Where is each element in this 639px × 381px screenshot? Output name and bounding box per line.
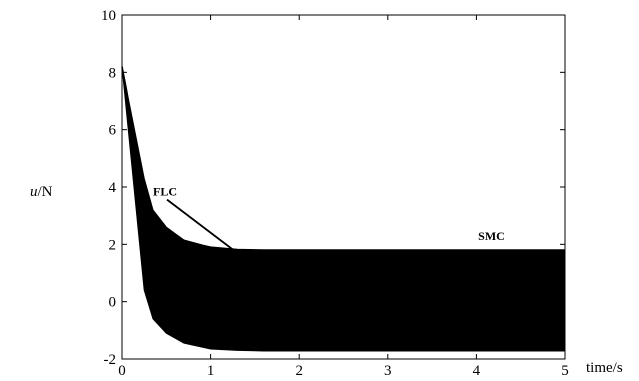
- annotation-flc-pointer: [166, 198, 234, 251]
- x-tick-label: 5: [561, 363, 569, 379]
- y-axis-label-variable: u: [30, 184, 38, 200]
- y-axis-label-unit: /N: [38, 184, 53, 200]
- series-flc-line: [121, 66, 565, 251]
- x-axis-label: time/s: [586, 360, 623, 376]
- annotations: FLC SMC: [153, 185, 505, 251]
- annotation-smc-label: SMC: [478, 229, 505, 243]
- y-tick-label: -2: [104, 352, 117, 368]
- y-tick-label: 0: [109, 295, 117, 311]
- x-tick-label: 4: [473, 363, 481, 379]
- x-tick-label: 2: [295, 363, 303, 379]
- plot-data: [121, 66, 566, 352]
- x-tick-label: 0: [118, 363, 126, 379]
- y-tick-label: 2: [109, 237, 117, 253]
- tick-marks: [121, 14, 566, 360]
- y-axis-label: u/N: [30, 184, 53, 200]
- y-tick-label: 10: [101, 8, 116, 24]
- y-tick-label: 8: [109, 65, 117, 81]
- y-tick-label: 4: [109, 180, 117, 196]
- y-tick-label: 6: [109, 123, 117, 139]
- annotation-flc-label: FLC: [153, 185, 177, 199]
- series-smc-band: [121, 66, 566, 352]
- x-tick-label: 1: [207, 363, 215, 379]
- x-tick-label: 3: [384, 363, 392, 379]
